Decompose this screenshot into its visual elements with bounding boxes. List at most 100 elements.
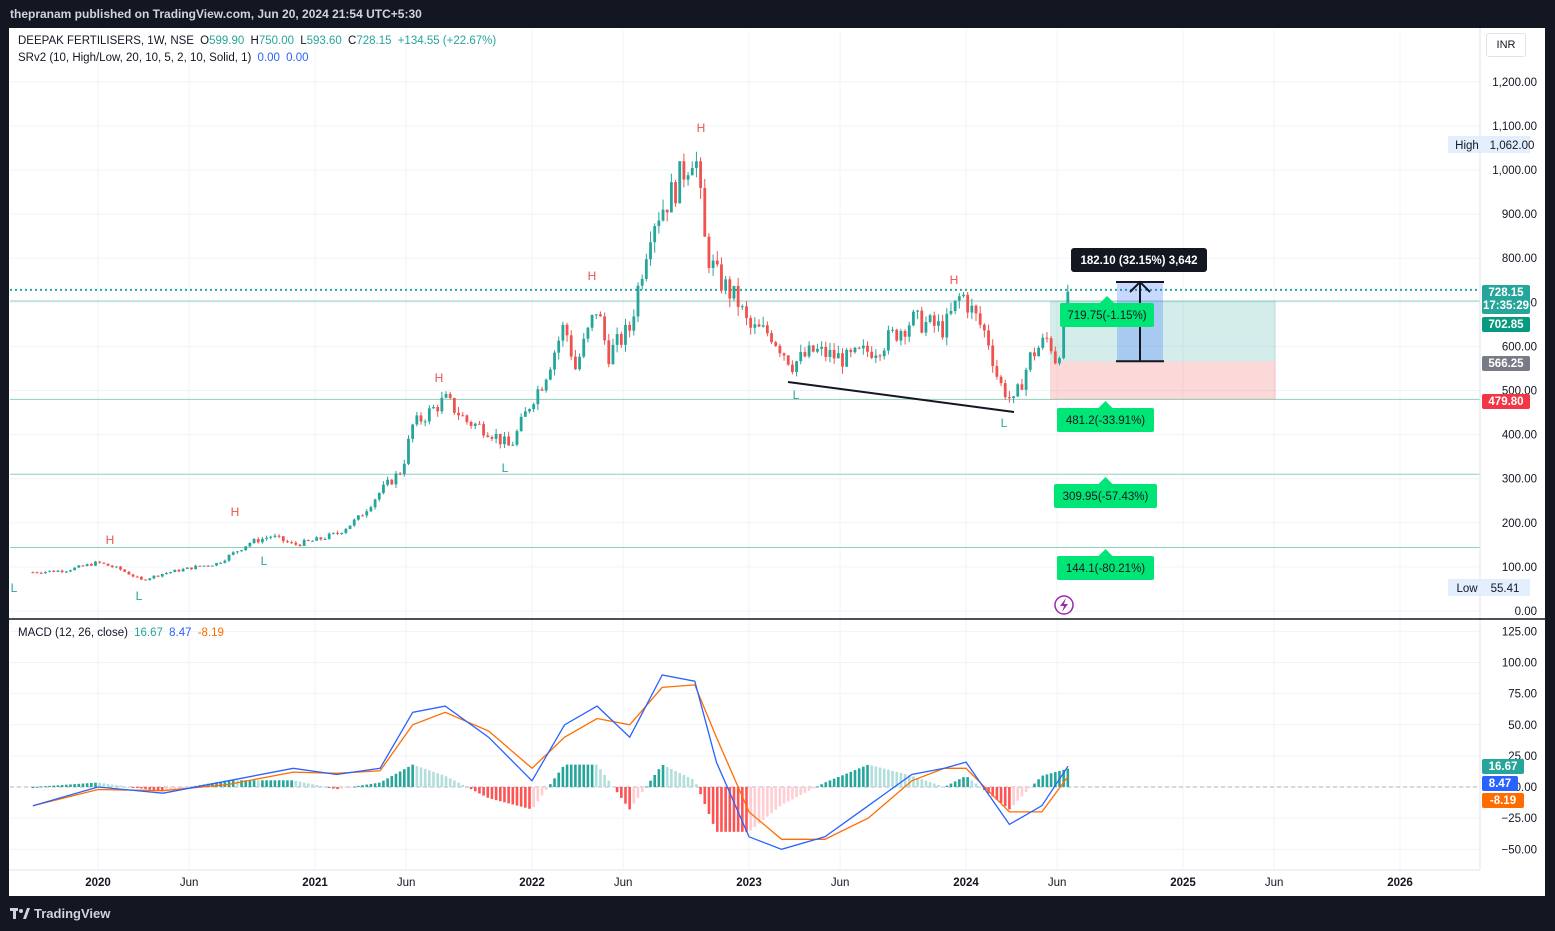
target-label-4: 144.1(-80.21%) [1066,563,1145,575]
candle-body [749,317,753,328]
candle-body [590,314,594,328]
candle-body [340,532,344,534]
candle-body [886,330,890,351]
macd-histogram-bar [1037,779,1040,787]
tradingview-brand: TradingView [34,906,111,921]
macd-histogram-bar [240,780,243,787]
macd-histogram-bar [85,783,89,787]
candle-body [386,479,390,485]
candle-body [319,537,323,540]
tradingview-logo[interactable]: TradingView [10,906,110,921]
candle-body [849,349,853,353]
candle-body [315,537,319,541]
candle-body [1028,352,1032,370]
candle-body [269,536,273,538]
candle-body [210,565,214,567]
macd-histogram-bar [728,787,732,832]
macd-histogram-bar [39,786,43,788]
candle-body [256,539,260,543]
macd-histogram-bar [156,787,160,791]
candle-body [81,565,85,567]
macd-histogram-bar [774,787,778,810]
macd-histogram-bar [428,770,431,787]
macd-histogram-bar [135,787,139,788]
macd-histogram-bar [469,787,473,790]
macd-histogram-bar [770,787,773,814]
candle-body [398,473,402,475]
high-marker-label: High [1455,140,1479,152]
candle-body [169,572,173,574]
macd-tick-label: 75.00 [1508,689,1537,701]
candle-body [194,565,198,570]
macd-label[interactable]: MACD (12, 26, close) [18,627,128,639]
candle-body [511,444,515,446]
candle-body [987,330,990,346]
macd-hist-legend-value: 16.67 [134,627,163,639]
macd-histogram-bar [403,769,406,787]
candle-body [448,394,452,398]
candle-body [306,539,310,541]
candle-body [920,310,924,333]
macd-histogram-bar [557,772,561,787]
macd-histogram-bar [995,787,999,800]
macd-histogram-bar [866,764,869,787]
candle-body [720,264,723,291]
macd-histogram-bar [503,787,506,803]
candle-body [1058,358,1061,364]
candle-body [1037,347,1041,357]
candle-body [1053,351,1057,364]
candle-body [861,345,865,349]
macd-histogram-bar [870,765,873,787]
grid-lines [10,30,1480,870]
symbol-name[interactable]: DEEPAK FERTILISERS, 1W, NSE [18,35,194,47]
macd-histogram-bar [44,786,47,788]
target-label-1: 719.75(-1.15%) [1067,310,1146,322]
candle-body [548,369,552,380]
measure-tooltip-bg [1071,248,1207,272]
candle-body [302,539,306,546]
candle-body [402,463,406,475]
macd-histogram-bar [732,787,736,832]
candle-body [465,415,469,422]
candle-body [482,424,485,436]
price-tick-label: 900.00 [1502,209,1537,221]
candle-body [619,334,623,345]
candle-body [336,532,339,534]
candle-body [244,546,248,551]
candle-body [1066,291,1070,309]
macd-histogram-bar [636,787,640,798]
candle-body [828,349,832,357]
macd-histogram-bar [574,764,577,787]
candle-body [344,528,348,533]
price-tick-label: 400.00 [1502,430,1537,442]
high-marker-bg [1448,136,1486,153]
macd-histogram-bar [60,784,64,787]
candle-body [574,356,577,370]
trend-line[interactable] [787,381,1015,413]
candle-body [582,338,586,357]
macd-histogram-bar [711,787,715,824]
candle-body [419,415,423,422]
macd-histogram-bar [674,771,677,787]
candle-body [273,535,277,537]
candle-body [85,564,89,566]
macd-histogram-bar [649,780,652,787]
candle-body [1008,397,1011,399]
macd-histogram-bar [294,780,298,787]
indicator-name[interactable]: SRv2 (10, High/Low, 20, 10, 5, 2, 10, So… [18,52,252,64]
last-price-badge: 728.15 [1488,287,1524,299]
candle-body [611,344,615,365]
candle-body [423,421,427,423]
candle-body [624,324,627,345]
macd-histogram-bar [386,778,389,787]
macd-histogram-bar [749,787,752,831]
currency-button[interactable]: INR [1486,33,1526,57]
macd-histogram-bar [498,787,502,802]
macd-histogram-bar [978,786,982,788]
indicator-legend: SRv2 (10, High/Low, 20, 10, 5, 2, 10, So… [18,52,312,64]
macd-histogram-bar [912,776,915,787]
candle-body [966,294,970,313]
macd-tick-label: 100.00 [1502,658,1537,670]
time-tick-label: Jun [180,877,199,889]
